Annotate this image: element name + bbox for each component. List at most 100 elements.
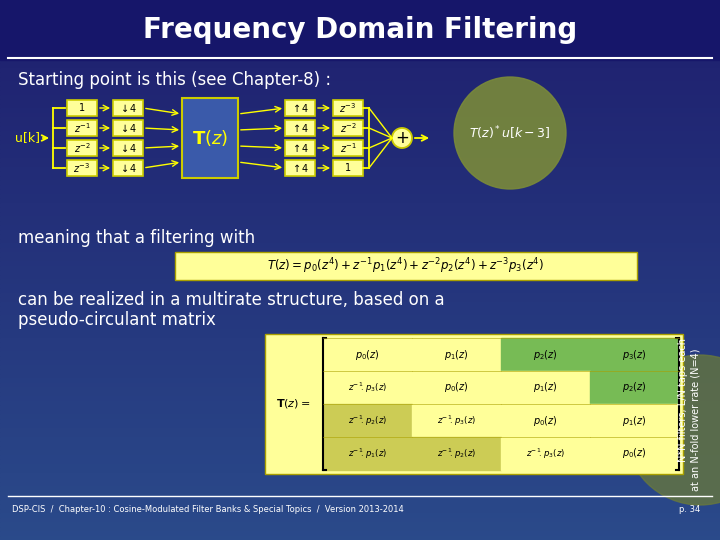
Bar [0, 418, 720, 423]
Bar [0, 4, 720, 9]
Text: $\uparrow\!4$: $\uparrow\!4$ [291, 102, 309, 114]
Text: can be realized in a multirate structure, based on a: can be realized in a multirate structure… [18, 291, 445, 309]
Bar [0, 414, 720, 418]
Bar [0, 58, 720, 63]
Bar [182, 98, 238, 178]
Circle shape [454, 77, 566, 189]
Bar [0, 500, 720, 504]
Bar [0, 495, 720, 500]
Bar [0, 252, 720, 256]
Bar [0, 378, 720, 382]
Circle shape [625, 355, 720, 505]
Bar [0, 261, 720, 266]
Bar [0, 117, 720, 122]
Bar [0, 526, 720, 531]
Bar [0, 266, 720, 270]
Bar [0, 122, 720, 126]
Bar [0, 517, 720, 522]
Bar [0, 455, 720, 459]
Bar [0, 333, 720, 338]
Bar [0, 301, 720, 306]
Bar [0, 428, 720, 432]
Bar [0, 104, 720, 108]
Bar [0, 63, 720, 68]
Bar [333, 160, 363, 176]
Bar [501, 371, 590, 404]
Bar [67, 100, 97, 116]
Bar [0, 274, 720, 279]
Bar [67, 160, 97, 176]
Text: $\uparrow\!4$: $\uparrow\!4$ [291, 142, 309, 154]
Bar [0, 90, 720, 94]
Bar [323, 437, 412, 470]
Bar [0, 396, 720, 401]
Bar [0, 239, 720, 243]
Bar [0, 27, 720, 31]
Text: $\mathbf{T}(z) =$: $\mathbf{T}(z) =$ [276, 397, 310, 410]
Bar [0, 441, 720, 445]
Bar [0, 54, 720, 58]
Bar [501, 437, 590, 470]
Bar [323, 338, 412, 371]
Bar [0, 220, 720, 225]
Text: $z^{-1}\!.p_2(z)$: $z^{-1}\!.p_2(z)$ [437, 446, 476, 461]
Text: $z^{-1}\!.p_2(z)$: $z^{-1}\!.p_2(z)$ [348, 413, 387, 428]
Bar [0, 531, 720, 536]
Bar [265, 334, 683, 474]
Bar [0, 477, 720, 482]
Bar [0, 324, 720, 328]
Bar [0, 36, 720, 40]
Bar [0, 338, 720, 342]
Bar [0, 99, 720, 104]
Bar [285, 160, 315, 176]
Bar [0, 504, 720, 509]
Bar [0, 369, 720, 374]
Text: DSP-CIS  /  Chapter-10 : Cosine-Modulated Filter Banks & Special Topics  /  Vers: DSP-CIS / Chapter-10 : Cosine-Modulated … [12, 505, 404, 515]
Bar [0, 81, 720, 85]
Bar [0, 135, 720, 139]
Text: $p_0(z)$: $p_0(z)$ [444, 381, 469, 395]
Bar [0, 162, 720, 166]
Text: $p_2(z)$: $p_2(z)$ [533, 348, 558, 361]
Bar [323, 404, 412, 437]
Bar [0, 270, 720, 274]
Bar [590, 371, 679, 404]
Bar [0, 446, 720, 450]
Text: 1: 1 [79, 103, 85, 113]
Text: $T(z) = p_0(z^4)+z^{-1}p_1(z^4)+z^{-2}p_2(z^4)+z^{-3}p_3(z^4)$: $T(z) = p_0(z^4)+z^{-1}p_1(z^4)+z^{-2}p_… [268, 256, 544, 276]
Bar [0, 9, 720, 14]
Bar [0, 23, 720, 27]
Bar [0, 392, 720, 396]
Bar [0, 310, 720, 315]
Bar [0, 486, 720, 490]
Text: $p_2(z)$: $p_2(z)$ [622, 381, 647, 395]
Bar [0, 463, 720, 468]
Bar [590, 404, 679, 437]
Bar [0, 148, 720, 153]
Bar [0, 225, 720, 229]
Bar [67, 140, 97, 156]
Bar [0, 472, 720, 477]
Text: $p_1(z)$: $p_1(z)$ [533, 381, 558, 395]
Bar [0, 94, 720, 99]
Bar [0, 198, 720, 202]
Text: at an N-fold lower rate (N=4): at an N-fold lower rate (N=4) [690, 349, 700, 491]
Text: $z^{-1}$: $z^{-1}$ [340, 141, 356, 155]
Bar [0, 176, 720, 180]
Text: $z^{-1}$: $z^{-1}$ [73, 121, 91, 135]
Text: $\downarrow\!4$: $\downarrow\!4$ [119, 123, 137, 133]
Text: Starting point is this (see Chapter-8) :: Starting point is this (see Chapter-8) : [18, 71, 331, 89]
Bar [0, 243, 720, 247]
Bar [412, 404, 501, 437]
Bar [0, 509, 720, 513]
Bar [0, 0, 720, 60]
Bar [0, 315, 720, 320]
Bar [0, 432, 720, 436]
Bar [0, 18, 720, 23]
Bar [501, 404, 590, 437]
Text: p. 34: p. 34 [679, 505, 700, 515]
Bar [0, 131, 720, 135]
Bar [0, 144, 720, 148]
Bar [0, 68, 720, 72]
Bar [0, 387, 720, 392]
